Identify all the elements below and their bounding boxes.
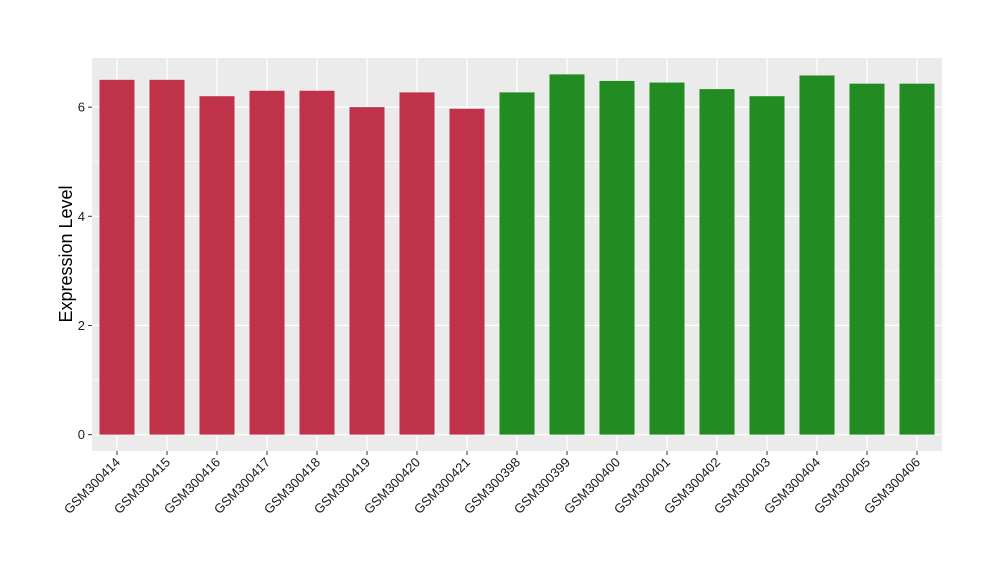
bar — [849, 83, 885, 435]
bar — [699, 89, 735, 435]
bar — [599, 80, 635, 435]
y-tick-label: 0 — [78, 427, 85, 442]
bar — [449, 108, 485, 435]
bar — [99, 79, 135, 435]
y-axis: 0 2 4 6 — [78, 100, 92, 442]
bar — [299, 90, 335, 435]
bar — [899, 83, 935, 435]
bar — [399, 92, 435, 435]
bar — [749, 96, 785, 435]
y-tick-label: 2 — [78, 318, 85, 333]
bar — [649, 82, 685, 435]
bar — [249, 90, 285, 435]
bar — [499, 92, 535, 435]
bar — [199, 96, 235, 435]
bar — [799, 75, 835, 435]
bar — [549, 74, 585, 435]
bar — [349, 107, 385, 435]
y-tick-label: 6 — [78, 100, 85, 115]
y-axis-title: Expression Level — [56, 185, 76, 322]
x-axis: GSM300414GSM300415GSM300416GSM300417GSM3… — [61, 451, 923, 517]
bar — [149, 79, 185, 435]
bars — [99, 74, 935, 435]
y-tick-label: 4 — [78, 209, 85, 224]
